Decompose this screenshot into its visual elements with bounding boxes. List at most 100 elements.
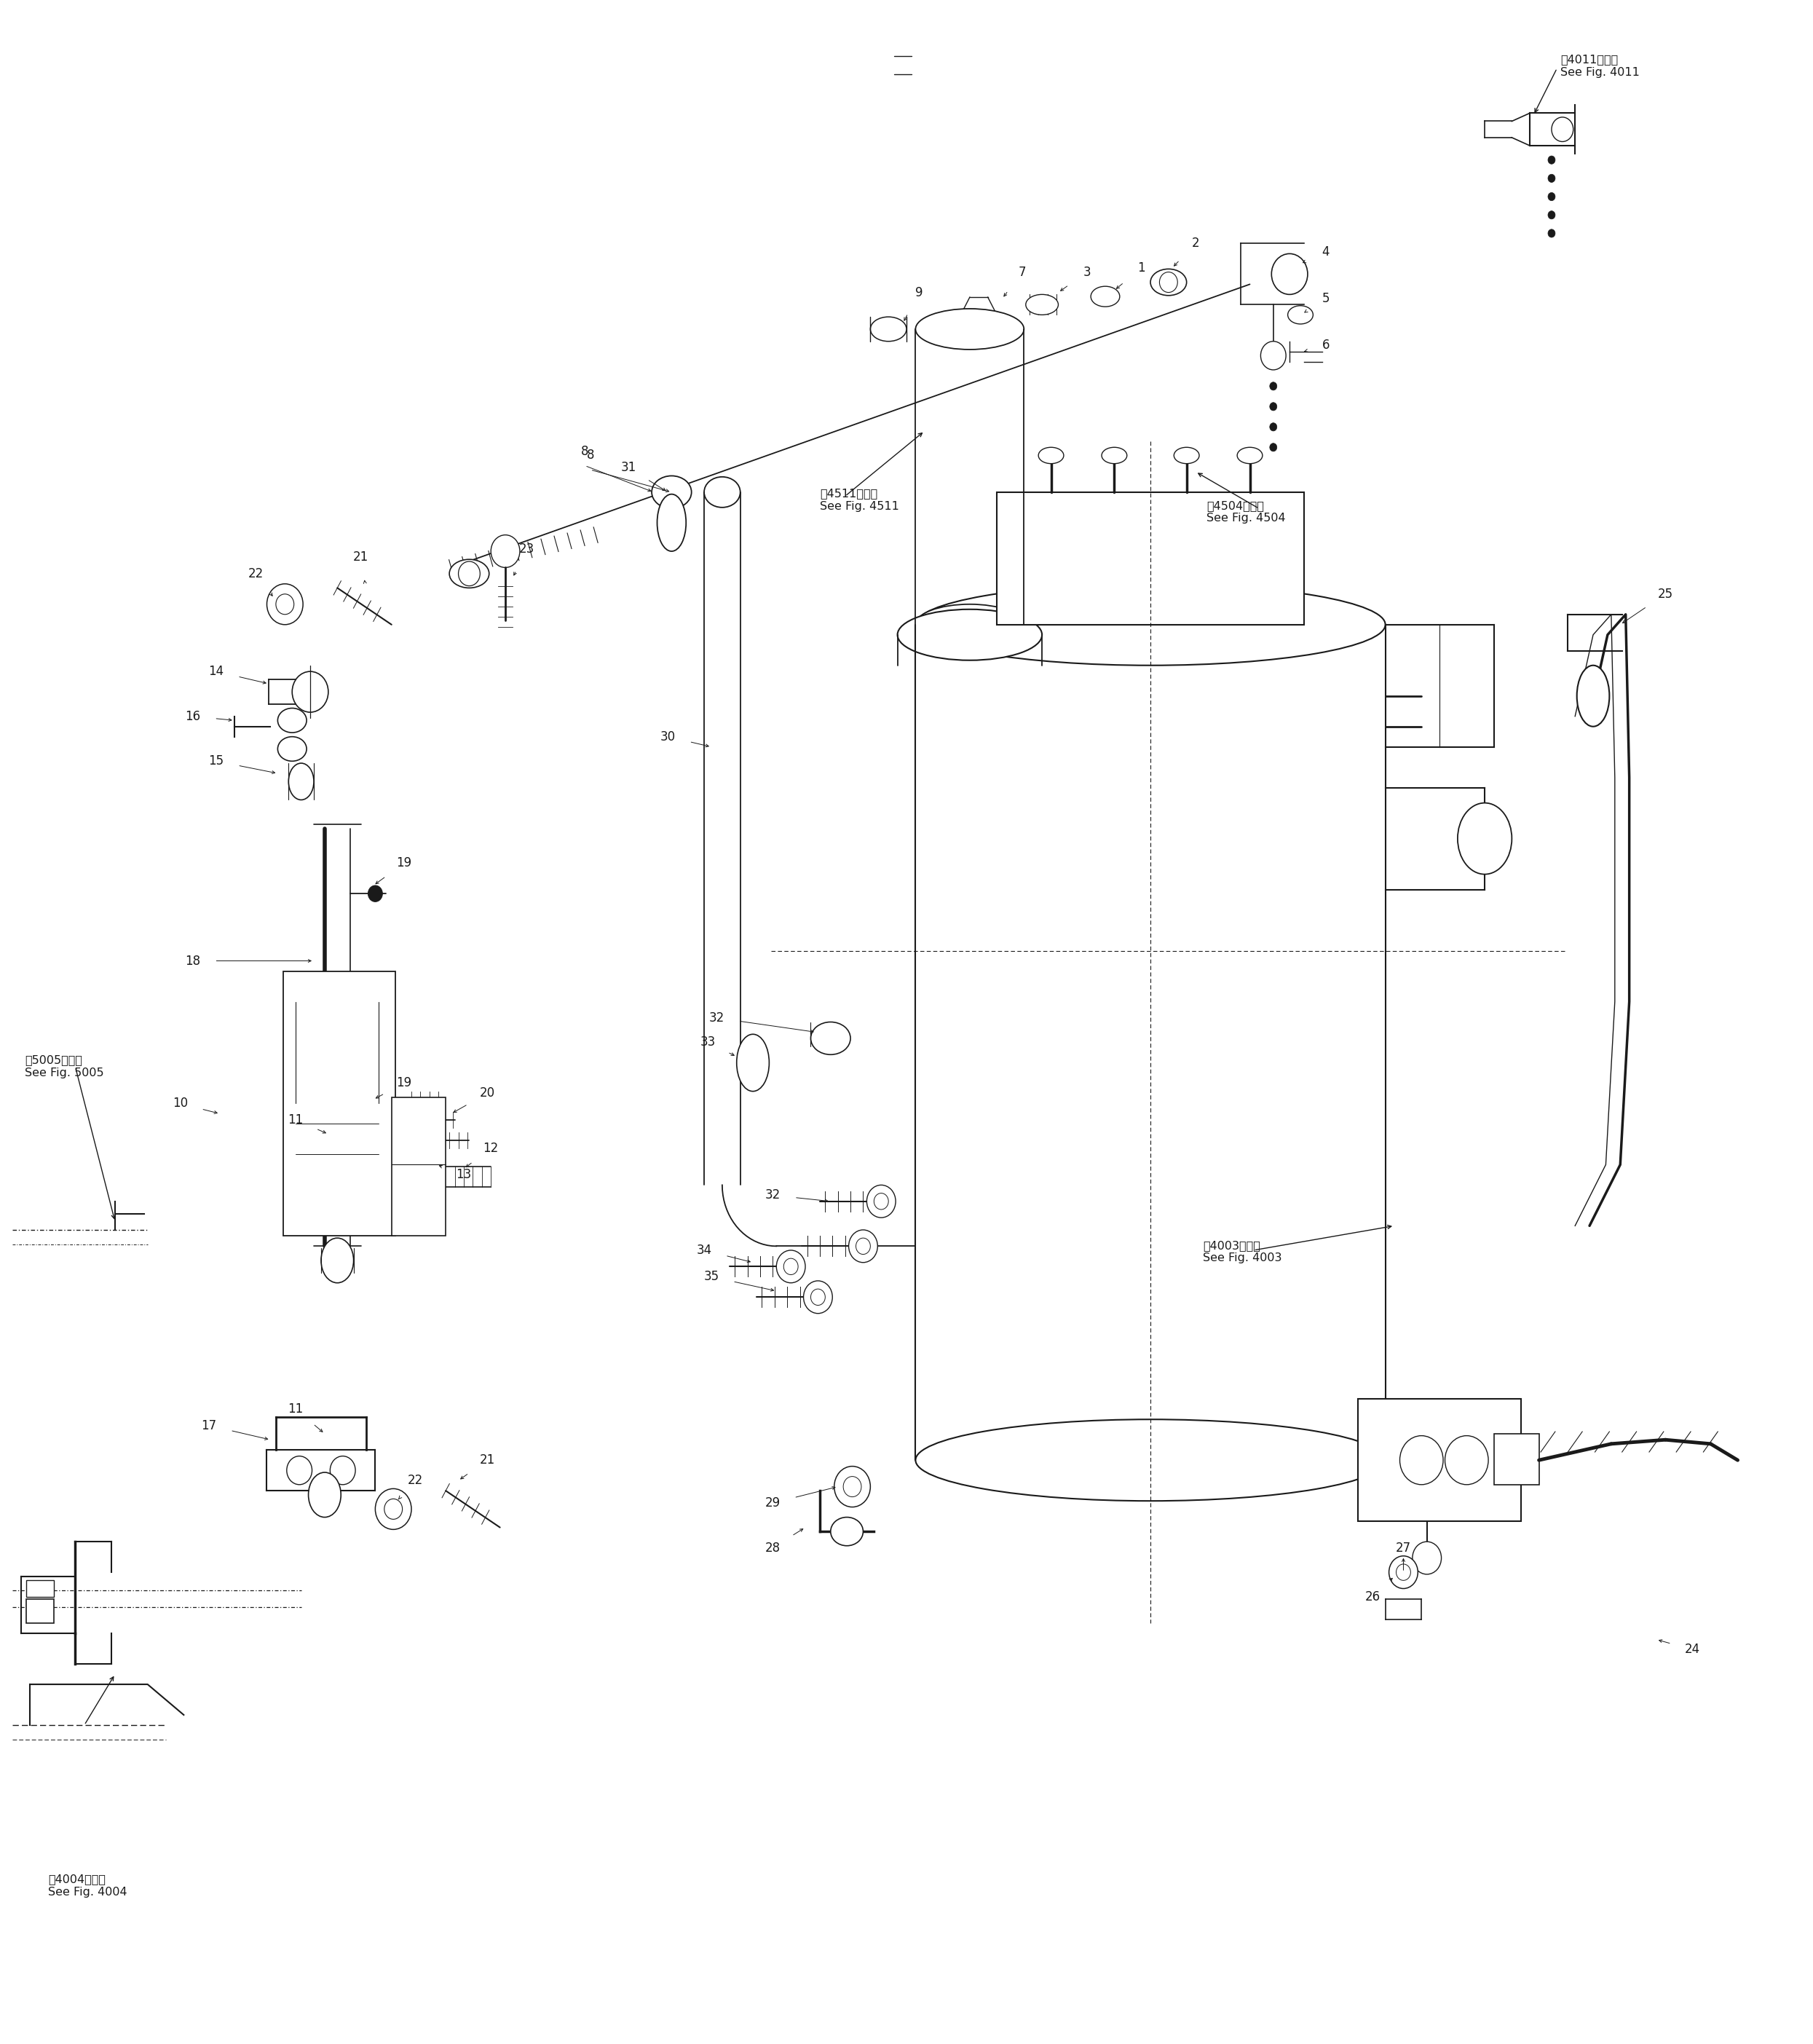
Text: 10: 10 (172, 1098, 189, 1110)
Circle shape (1260, 341, 1285, 370)
Text: 21: 21 (354, 550, 368, 564)
Ellipse shape (1458, 803, 1512, 875)
Text: 25: 25 (1657, 587, 1673, 601)
Circle shape (834, 1466, 870, 1506)
Text: 20: 20 (480, 1087, 495, 1100)
Circle shape (384, 1498, 402, 1519)
Ellipse shape (1175, 448, 1198, 464)
Text: 29: 29 (765, 1496, 780, 1511)
Ellipse shape (870, 317, 906, 341)
Circle shape (848, 1230, 877, 1263)
Circle shape (491, 536, 520, 568)
Text: 33: 33 (700, 1036, 716, 1049)
Text: 笥4004図参照
See Fig. 4004: 笥4004図参照 See Fig. 4004 (49, 1874, 127, 1897)
Circle shape (267, 585, 303, 625)
Text: 4: 4 (1322, 245, 1329, 258)
Text: 23: 23 (519, 542, 535, 556)
Text: 13: 13 (457, 1169, 471, 1181)
Circle shape (1389, 1555, 1418, 1588)
Ellipse shape (916, 1419, 1385, 1500)
Circle shape (776, 1251, 805, 1284)
Circle shape (1548, 211, 1556, 219)
Circle shape (867, 1186, 896, 1218)
Circle shape (1160, 272, 1177, 292)
Ellipse shape (277, 707, 306, 732)
Ellipse shape (656, 495, 685, 552)
Text: 1: 1 (1137, 262, 1146, 274)
Text: 22: 22 (408, 1474, 422, 1488)
Circle shape (1269, 444, 1276, 452)
Text: 21: 21 (480, 1453, 495, 1468)
Ellipse shape (916, 585, 1385, 666)
Text: 8: 8 (580, 446, 589, 458)
Bar (1358, 1398, 1521, 1521)
Text: 32: 32 (765, 1190, 781, 1202)
Text: 3: 3 (1084, 266, 1091, 278)
Circle shape (843, 1476, 861, 1496)
Circle shape (368, 885, 383, 901)
Ellipse shape (308, 1472, 341, 1517)
Text: 35: 35 (703, 1269, 720, 1284)
Bar (27, 1598, 54, 1623)
Ellipse shape (1287, 307, 1313, 325)
Ellipse shape (1039, 448, 1064, 464)
Circle shape (1269, 403, 1276, 411)
Ellipse shape (810, 1022, 850, 1055)
Text: 笥5005図参照
See Fig. 5005: 笥5005図参照 See Fig. 5005 (25, 1055, 103, 1077)
Ellipse shape (1026, 294, 1059, 315)
Text: 17: 17 (201, 1419, 218, 1433)
Circle shape (1269, 423, 1276, 431)
Circle shape (1548, 155, 1556, 164)
Text: 16: 16 (185, 709, 201, 724)
Circle shape (1548, 192, 1556, 200)
Circle shape (459, 562, 480, 587)
Text: 笥4504図参照
See Fig. 4504: 笥4504図参照 See Fig. 4504 (1206, 501, 1285, 523)
Text: 14: 14 (208, 664, 225, 679)
Circle shape (368, 1096, 383, 1112)
Text: 22: 22 (248, 566, 263, 580)
Bar (283, 971, 395, 1237)
Text: 11: 11 (288, 1402, 303, 1416)
Text: 11: 11 (288, 1114, 303, 1126)
Text: 笥4011図参照
See Fig. 4011: 笥4011図参照 See Fig. 4011 (1561, 53, 1641, 78)
Text: 笥4003図参照
See Fig. 4003: 笥4003図参照 See Fig. 4003 (1202, 1241, 1282, 1263)
Text: 31: 31 (620, 462, 636, 474)
Text: 32: 32 (709, 1012, 725, 1024)
Circle shape (1412, 1541, 1441, 1574)
Circle shape (276, 595, 294, 615)
Circle shape (874, 1194, 888, 1210)
Circle shape (1269, 382, 1276, 390)
Text: 15: 15 (208, 754, 225, 769)
Text: 笥4511図参照
See Fig. 4511: 笥4511図参照 See Fig. 4511 (819, 489, 899, 511)
Ellipse shape (1102, 448, 1128, 464)
Circle shape (1548, 229, 1556, 237)
Bar (392, 1098, 446, 1237)
Circle shape (1552, 117, 1574, 141)
Text: 24: 24 (1684, 1643, 1701, 1656)
Circle shape (292, 672, 328, 711)
Circle shape (810, 1290, 825, 1306)
Text: 7: 7 (1019, 266, 1026, 278)
Ellipse shape (288, 762, 314, 799)
Circle shape (330, 1455, 355, 1484)
Circle shape (803, 1282, 832, 1314)
Bar (1494, 1433, 1539, 1484)
Text: 30: 30 (660, 730, 676, 744)
Text: 9: 9 (916, 286, 923, 298)
Ellipse shape (1577, 666, 1610, 726)
Bar (27, 1580, 54, 1596)
Ellipse shape (450, 560, 490, 589)
Text: 27: 27 (1396, 1541, 1411, 1553)
Ellipse shape (1091, 286, 1120, 307)
Ellipse shape (1236, 448, 1262, 464)
Text: 19: 19 (397, 856, 412, 869)
Text: 8: 8 (586, 450, 595, 462)
Text: 2: 2 (1191, 237, 1200, 249)
Circle shape (1271, 253, 1307, 294)
Circle shape (856, 1239, 870, 1255)
Ellipse shape (703, 476, 740, 507)
Circle shape (1548, 174, 1556, 182)
Ellipse shape (916, 605, 1024, 646)
Circle shape (783, 1259, 798, 1275)
Text: 12: 12 (484, 1143, 499, 1155)
